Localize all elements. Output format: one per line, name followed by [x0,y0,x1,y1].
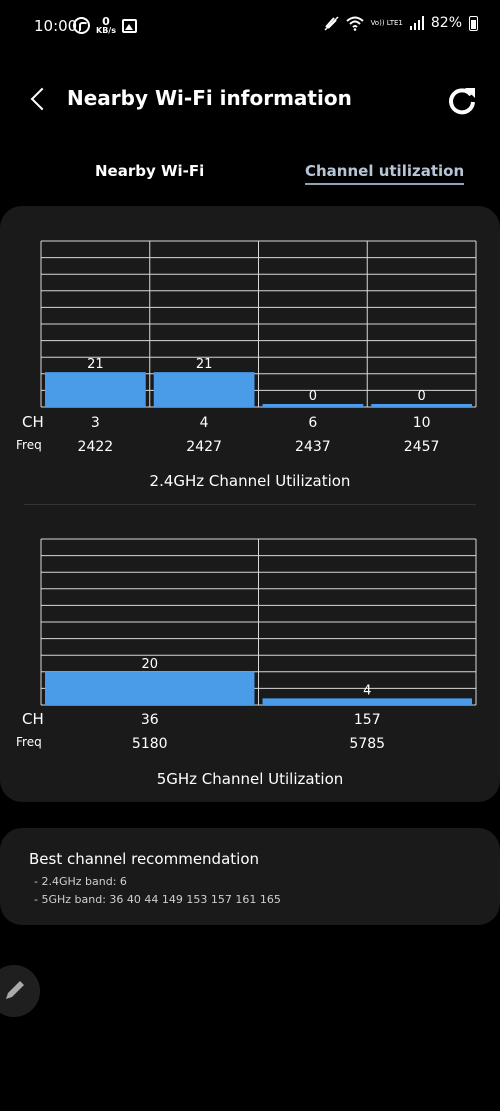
bar-value-label: 4 [363,683,371,698]
chart-5ghz: 20 36 5180 4 157 5785 CH Freq 5GHz Channel Ut… [0,504,500,802]
freq-tick-label: 2457 [404,439,440,455]
freq-tick-label: 2437 [295,439,331,455]
gallery-icon [121,18,137,33]
tab-nearby-wifi[interactable]: Nearby Wi-Fi [95,162,205,180]
freq-tick-label: 2427 [186,439,222,455]
chart-2-4ghz-svg: 21 3 2422 21 4 2427 0 6 2437 0 10 2457 [40,240,477,455]
channel-tick-label: 10 [413,415,431,431]
battery-icon [469,15,478,31]
recommendation-heading: Best channel recommendation [29,850,260,868]
recommendation-line-2-4ghz: - 2.4GHz band: 6 [34,875,127,888]
chart-2-4ghz-title: 2.4GHz Channel Utilization [149,472,351,490]
channel-tick-label: 157 [354,712,381,728]
bar-value-label: 0 [309,389,317,404]
channel-tick-label: 3 [91,415,100,431]
bar-value-label: 21 [196,357,213,372]
wifi-icon [345,16,364,31]
chart-2-4ghz: 21 3 2422 21 4 2427 0 6 2437 0 10 2457 CH Freq 2.4G… [0,206,500,504]
best-channel-card: Best channel recommendation - 2.4GHz ban… [0,828,500,925]
channel-utilization-card: 21 3 2422 21 4 2427 0 6 2437 0 10 2457 CH Freq 2.4G… [0,206,500,802]
edit-button[interactable] [0,965,40,1017]
app-header: Nearby Wi-Fi information [0,72,500,128]
bar [45,372,146,407]
channel-tick-label: 4 [200,415,209,431]
bar [153,372,255,407]
freq-row-label: Freq [16,438,42,452]
freq-tick-label: 5785 [349,736,385,752]
tab-channel-utilization[interactable]: Channel utilization [305,162,465,185]
refresh-icon[interactable] [446,84,478,116]
volte-indicator: Vo)) LTE1 [370,19,403,27]
divider [24,504,476,505]
ch-row-label: CH [22,413,44,431]
freq-tick-label: 2422 [78,439,114,455]
ch-row-label: CH [22,710,44,728]
bar [262,698,472,705]
chart-5ghz-svg: 20 36 5180 4 157 5785 [40,538,477,752]
status-bar: 10:00 0 KB/s Vo)) LTE1 82% [0,0,500,56]
bar-value-label: 0 [417,389,425,404]
whatsapp-icon [73,17,90,34]
freq-row-label: Freq [16,735,42,749]
net-speed: 0 KB/s [96,15,116,35]
signal-icon [409,16,424,30]
status-time: 10:00 [34,17,78,35]
mute-icon [324,16,339,31]
freq-tick-label: 5180 [132,736,168,752]
chart-5ghz-title: 5GHz Channel Utilization [156,770,344,788]
recommendation-line-5ghz: - 5GHz band: 36 40 44 149 153 157 161 16… [34,893,281,906]
battery-percent: 82% [430,15,462,31]
bar [262,404,364,407]
bar-value-label: 21 [87,357,104,372]
back-button[interactable] [28,85,52,113]
bar [45,671,255,705]
channel-tick-label: 36 [141,712,159,728]
bar [371,404,472,407]
channel-tick-label: 6 [308,415,317,431]
pencil-icon [6,981,24,999]
page-title: Nearby Wi-Fi information [67,86,352,110]
bar-value-label: 20 [141,657,158,672]
